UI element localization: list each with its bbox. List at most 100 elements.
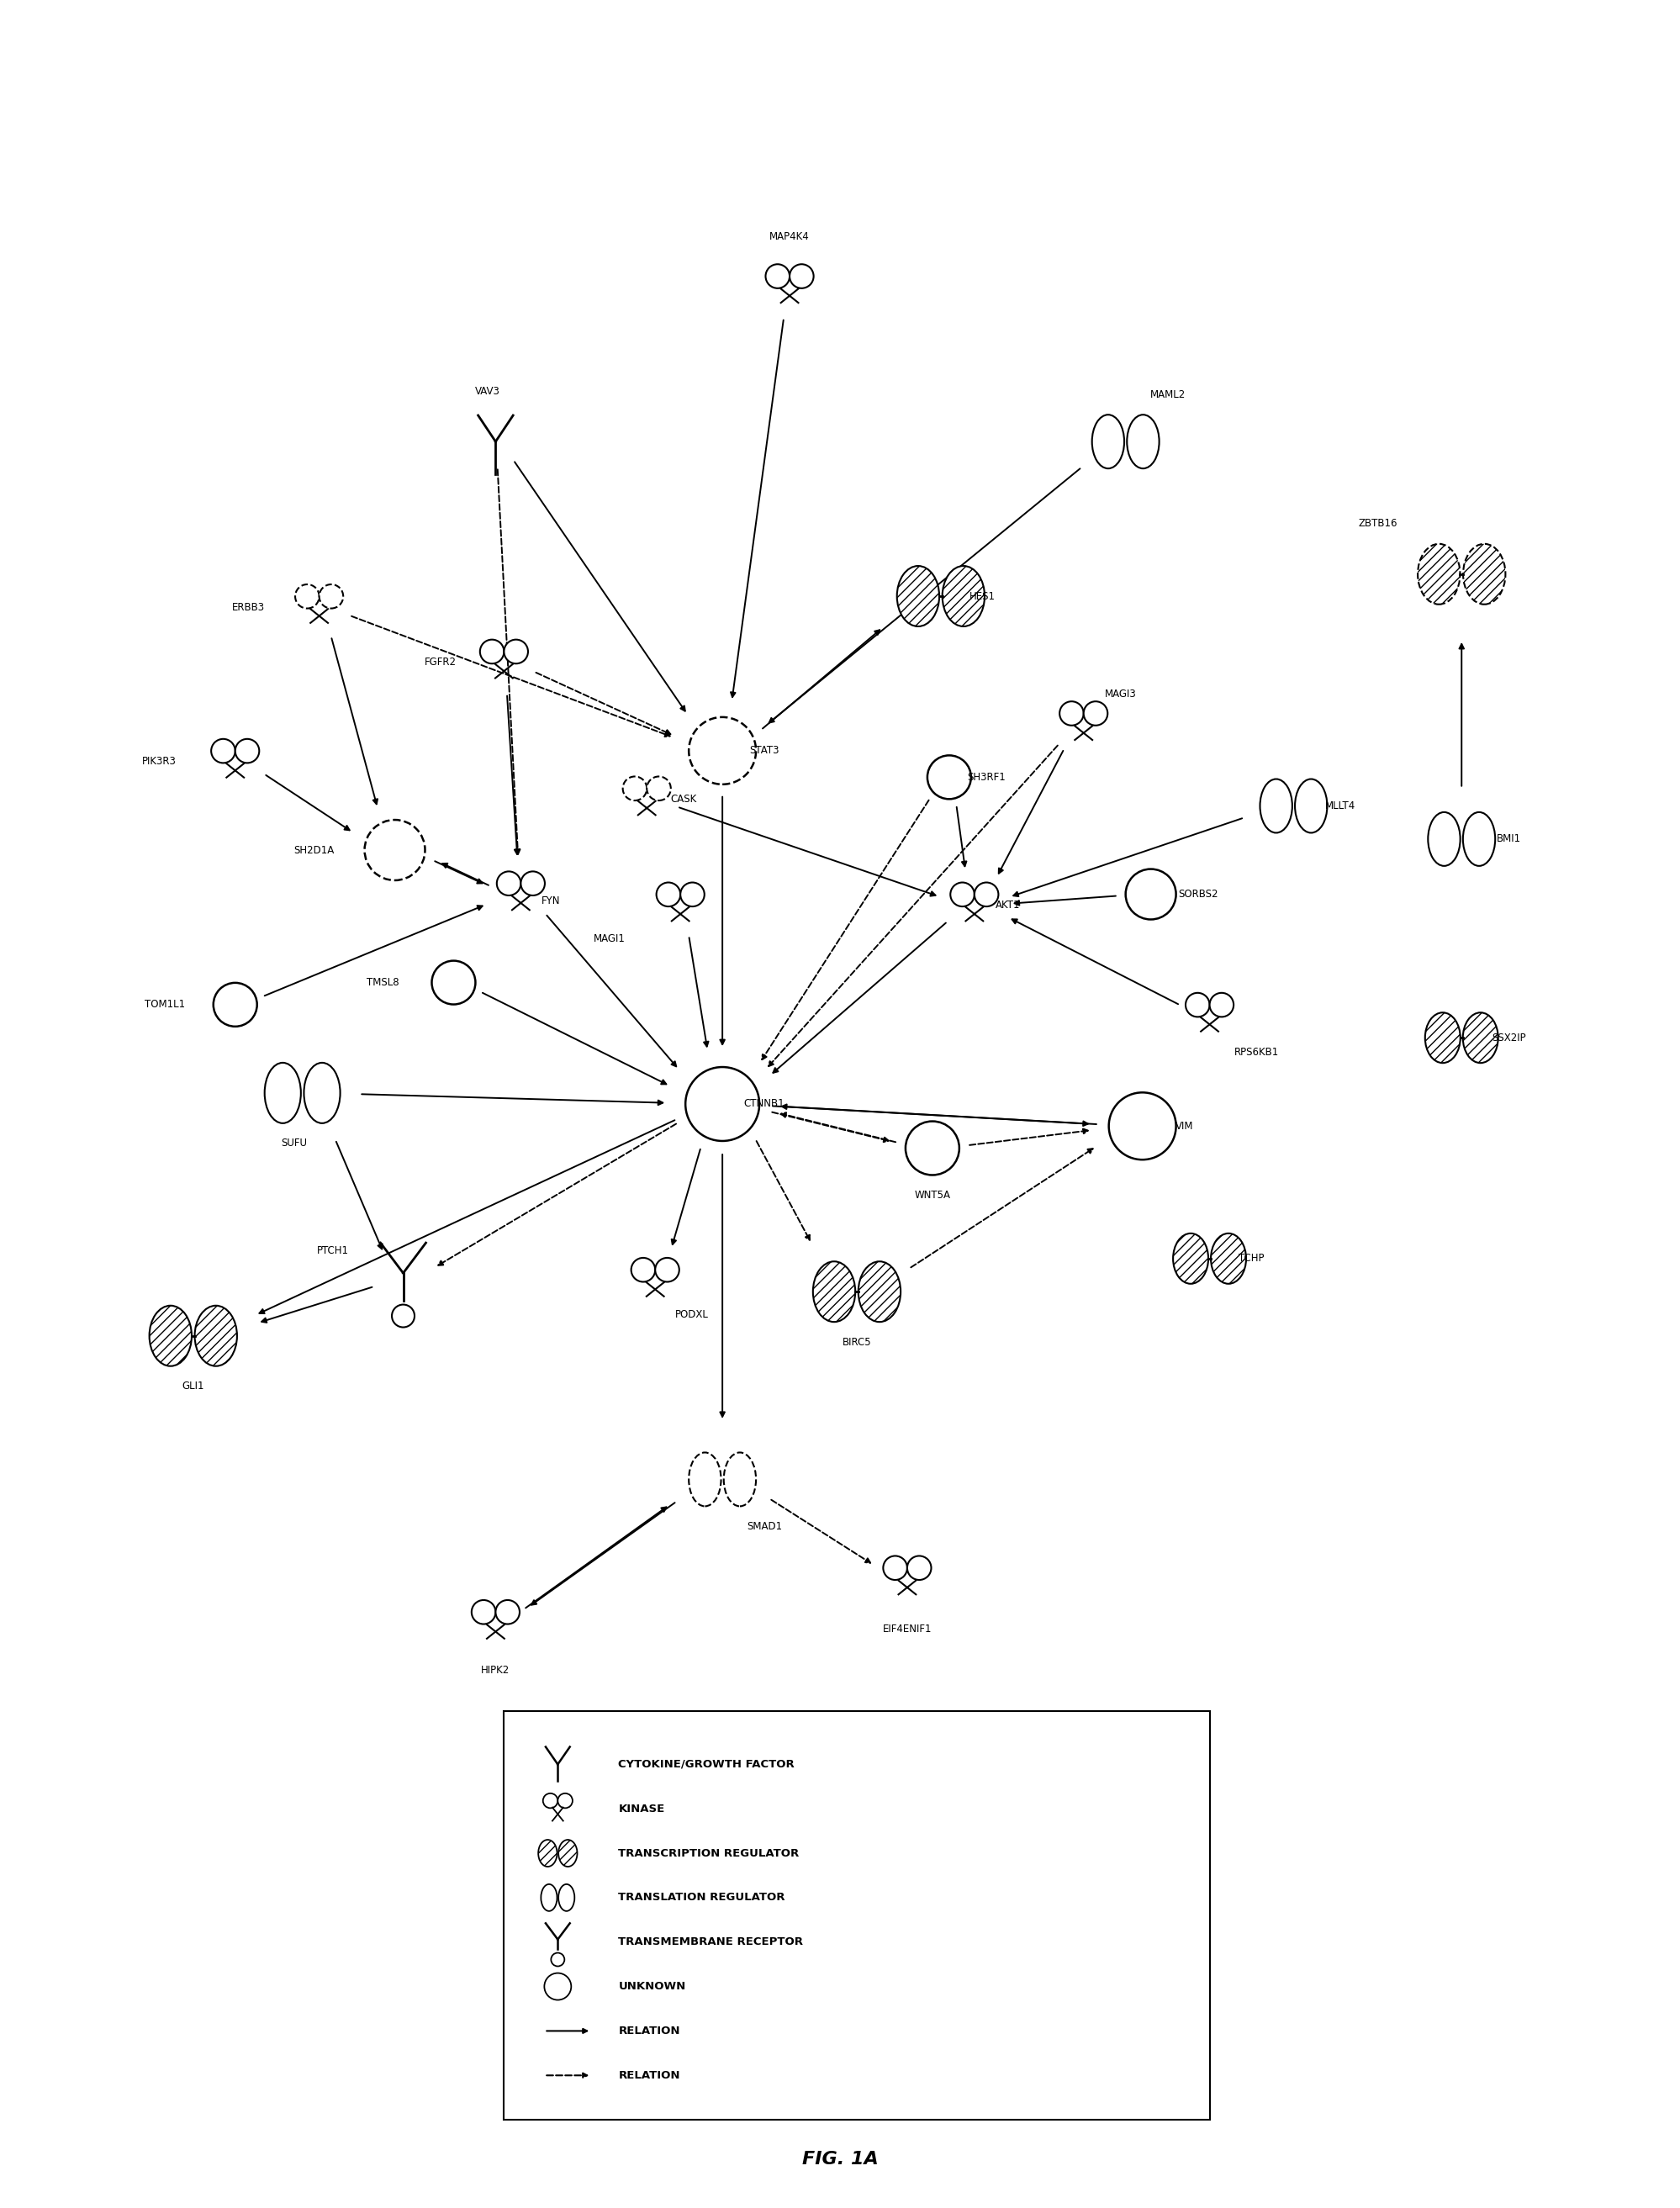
Ellipse shape — [432, 960, 475, 1005]
Ellipse shape — [942, 565, 984, 627]
Ellipse shape — [907, 1557, 931, 1581]
Ellipse shape — [657, 883, 680, 907]
Ellipse shape — [543, 1793, 558, 1808]
Text: SH2D1A: SH2D1A — [294, 846, 334, 854]
Ellipse shape — [558, 1883, 575, 1912]
Text: CASK: CASK — [670, 795, 697, 804]
Text: SMAD1: SMAD1 — [746, 1521, 783, 1532]
Text: BMI1: BMI1 — [1497, 835, 1520, 843]
Text: HIPK2: HIPK2 — [480, 1665, 511, 1676]
Text: MAGI3: MAGI3 — [1105, 689, 1136, 700]
Ellipse shape — [1425, 1013, 1460, 1062]
Ellipse shape — [558, 1793, 573, 1808]
Ellipse shape — [296, 585, 319, 609]
Text: RELATION: RELATION — [618, 2069, 680, 2080]
Ellipse shape — [1211, 1234, 1247, 1283]
Ellipse shape — [365, 819, 425, 881]
Ellipse shape — [1127, 415, 1159, 468]
Ellipse shape — [1463, 543, 1505, 605]
Text: PODXL: PODXL — [675, 1309, 709, 1320]
Ellipse shape — [480, 640, 504, 665]
Text: SH3RF1: SH3RF1 — [968, 773, 1005, 782]
Text: TRANSLATION REGULATOR: TRANSLATION REGULATOR — [618, 1892, 785, 1903]
Ellipse shape — [541, 1883, 558, 1912]
Ellipse shape — [235, 740, 259, 764]
Ellipse shape — [1260, 779, 1292, 832]
Ellipse shape — [974, 883, 998, 907]
Ellipse shape — [858, 1261, 900, 1323]
Ellipse shape — [689, 718, 756, 784]
Ellipse shape — [1173, 1234, 1208, 1283]
Ellipse shape — [150, 1305, 192, 1367]
Text: PTCH1: PTCH1 — [316, 1245, 349, 1256]
Text: HES1: HES1 — [969, 592, 996, 601]
Text: FIG. 1A: FIG. 1A — [801, 2151, 879, 2168]
Ellipse shape — [212, 740, 235, 764]
Ellipse shape — [391, 1305, 415, 1327]
Text: GLI1: GLI1 — [181, 1380, 205, 1391]
Text: MLLT4: MLLT4 — [1326, 802, 1356, 810]
Ellipse shape — [1060, 702, 1084, 726]
Text: SSX2IP: SSX2IP — [1492, 1033, 1525, 1042]
Text: ZBTB16: ZBTB16 — [1357, 519, 1398, 530]
Ellipse shape — [766, 265, 790, 289]
Ellipse shape — [647, 777, 670, 802]
Ellipse shape — [521, 872, 544, 896]
Text: TRANSMEMBRANE RECEPTOR: TRANSMEMBRANE RECEPTOR — [618, 1936, 803, 1947]
Text: FGFR2: FGFR2 — [423, 658, 457, 667]
Ellipse shape — [304, 1062, 339, 1124]
Ellipse shape — [319, 585, 343, 609]
Ellipse shape — [195, 1305, 237, 1367]
Ellipse shape — [1109, 1093, 1176, 1159]
Ellipse shape — [813, 1261, 855, 1323]
Text: VAV3: VAV3 — [475, 386, 499, 397]
Ellipse shape — [497, 872, 521, 896]
Text: MAML2: MAML2 — [1149, 389, 1186, 400]
Text: TMSL8: TMSL8 — [366, 978, 400, 987]
Text: TOM1L1: TOM1L1 — [144, 1000, 185, 1009]
Ellipse shape — [632, 1259, 655, 1283]
Text: STAT3: STAT3 — [749, 746, 780, 755]
Ellipse shape — [551, 1952, 564, 1967]
Ellipse shape — [1084, 702, 1107, 726]
Text: TRANSCRIPTION REGULATOR: TRANSCRIPTION REGULATOR — [618, 1848, 800, 1859]
Ellipse shape — [213, 983, 257, 1027]
Ellipse shape — [884, 1557, 907, 1581]
FancyBboxPatch shape — [504, 1711, 1210, 2120]
Ellipse shape — [790, 265, 813, 289]
Text: TCHP: TCHP — [1238, 1254, 1265, 1263]
Ellipse shape — [1463, 1013, 1499, 1062]
Text: SUFU: SUFU — [281, 1137, 307, 1148]
Ellipse shape — [496, 1601, 519, 1625]
Ellipse shape — [472, 1601, 496, 1625]
Text: WNT5A: WNT5A — [914, 1190, 951, 1201]
Text: RPS6KB1: RPS6KB1 — [1235, 1047, 1278, 1058]
Text: CYTOKINE/GROWTH FACTOR: CYTOKINE/GROWTH FACTOR — [618, 1760, 795, 1771]
Text: CTNNB1: CTNNB1 — [744, 1100, 785, 1108]
Ellipse shape — [623, 777, 647, 802]
Ellipse shape — [558, 1839, 578, 1866]
Text: FYN: FYN — [541, 896, 561, 907]
Ellipse shape — [1186, 994, 1210, 1018]
Ellipse shape — [1295, 779, 1327, 832]
Ellipse shape — [538, 1839, 558, 1866]
Ellipse shape — [680, 883, 704, 907]
Text: MAGI1: MAGI1 — [595, 934, 625, 945]
Ellipse shape — [1463, 813, 1495, 866]
Ellipse shape — [927, 755, 971, 799]
Text: KINASE: KINASE — [618, 1804, 665, 1815]
Text: PIK3R3: PIK3R3 — [143, 757, 176, 766]
Ellipse shape — [685, 1066, 759, 1142]
Ellipse shape — [655, 1259, 679, 1283]
Ellipse shape — [1418, 543, 1460, 605]
Text: RELATION: RELATION — [618, 2025, 680, 2036]
Ellipse shape — [544, 1974, 571, 2000]
Text: UNKNOWN: UNKNOWN — [618, 1981, 685, 1992]
Text: BIRC5: BIRC5 — [842, 1336, 872, 1347]
Ellipse shape — [1092, 415, 1124, 468]
Ellipse shape — [1210, 994, 1233, 1018]
Text: SORBS2: SORBS2 — [1178, 890, 1218, 899]
Ellipse shape — [951, 883, 974, 907]
Text: EIF4ENIF1: EIF4ENIF1 — [882, 1623, 932, 1634]
Ellipse shape — [504, 640, 528, 665]
